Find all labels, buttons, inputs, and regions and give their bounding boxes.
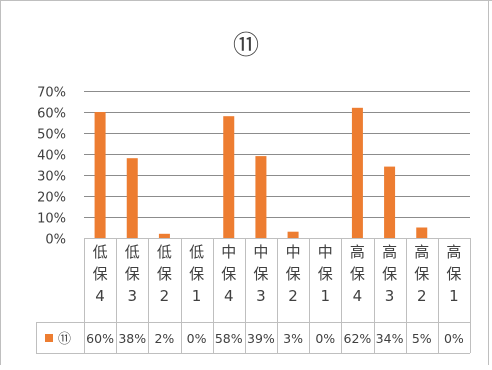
x-tick-label: 高 (414, 243, 429, 261)
x-tick-label: 低 (157, 243, 172, 261)
y-tick-label: 50% (37, 128, 66, 143)
bar (384, 166, 396, 238)
y-tick-label: 30% (37, 170, 66, 185)
y-tick-label: 20% (37, 191, 66, 206)
bar (158, 233, 170, 238)
x-tick-label: 4 (353, 287, 363, 305)
x-tick-label: 保 (157, 265, 172, 283)
x-tick-label: 中 (221, 243, 236, 261)
x-tick-label: 2 (288, 287, 298, 305)
data-label: 0% (187, 331, 207, 346)
x-tick-label: 高 (382, 243, 397, 261)
data-label: 0% (444, 331, 464, 346)
data-label: 3% (283, 331, 303, 346)
y-tick-labels: 0% 10% 20% 30% 40% 50% 60% 70% (37, 86, 66, 248)
x-tick-label: 3 (127, 287, 137, 305)
y-tick-label: 10% (37, 212, 66, 227)
x-tick-label: 保 (446, 265, 461, 283)
bar (416, 227, 428, 238)
x-tick-label: 保 (350, 265, 365, 283)
x-tick-label: 保 (382, 265, 397, 283)
x-tick-label: 保 (125, 265, 140, 283)
x-tick-label: 高 (350, 243, 365, 261)
x-tick-label: 低 (93, 243, 108, 261)
x-tick-label: 4 (95, 287, 105, 305)
x-tick-label: 3 (256, 287, 266, 305)
data-label: 38% (118, 331, 146, 346)
data-label: 39% (247, 331, 275, 346)
x-tick-label: 2 (160, 287, 170, 305)
legend-label: ⑪ (58, 332, 71, 347)
data-label: 60% (86, 331, 114, 346)
x-tick-label: 保 (318, 265, 333, 283)
x-tick-label: 低 (125, 243, 140, 261)
data-label: 0% (315, 331, 335, 346)
gridlines (84, 91, 470, 239)
data-label: 58% (215, 331, 243, 346)
chart-title: ⑪ (233, 31, 259, 61)
x-tick-label: 4 (224, 287, 234, 305)
x-tick-label: 保 (253, 265, 268, 283)
x-tick-label: 3 (385, 287, 395, 305)
bar (351, 107, 363, 238)
x-tick-label: 保 (93, 265, 108, 283)
x-tick-label: 中 (253, 243, 268, 261)
y-tick-label: 70% (37, 86, 66, 101)
bar (255, 156, 267, 238)
data-label: 34% (376, 331, 404, 346)
x-tick-label: 中 (286, 243, 301, 261)
x-tick-label: 1 (449, 287, 459, 305)
x-tick-label: 1 (192, 287, 202, 305)
x-tick-label: 保 (221, 265, 236, 283)
data-label: 62% (344, 331, 372, 346)
bar (287, 231, 299, 238)
x-tick-label: 中 (318, 243, 333, 261)
y-tick-label: 60% (37, 107, 66, 122)
bars (94, 107, 428, 238)
x-tick-label: 1 (320, 287, 330, 305)
data-label: 2% (154, 331, 174, 346)
bar (126, 158, 138, 238)
x-tick-label: 保 (414, 265, 429, 283)
y-tick-label: 40% (37, 149, 66, 164)
x-tick-label: 2 (417, 287, 427, 305)
y-tick-label: 0% (45, 233, 66, 248)
legend-swatch (45, 334, 53, 342)
x-tick-label: 低 (189, 243, 204, 261)
bar (223, 116, 235, 238)
x-tick-label: 保 (286, 265, 301, 283)
x-tick-label: 高 (446, 243, 461, 261)
bar (94, 112, 106, 238)
x-tick-label: 保 (189, 265, 204, 283)
data-label: 5% (412, 331, 432, 346)
